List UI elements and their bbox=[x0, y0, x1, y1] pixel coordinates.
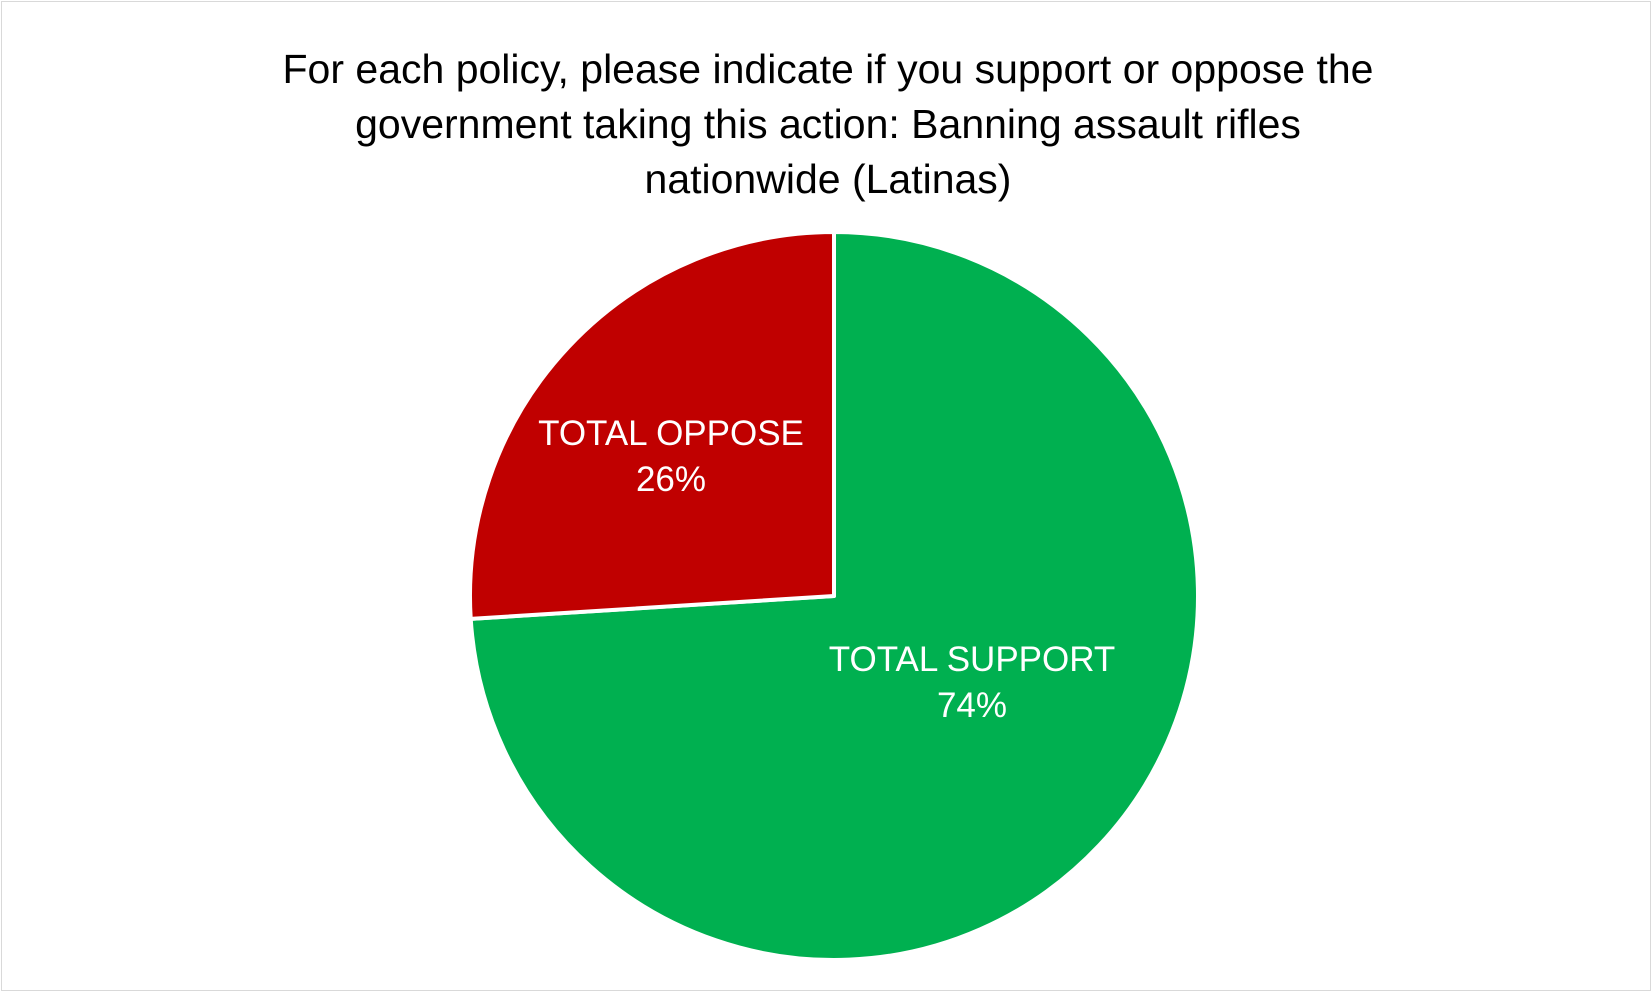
chart-title-line-3: nationwide (Latinas) bbox=[644, 156, 1012, 202]
slice-value-label-total-oppose: 26% bbox=[636, 460, 706, 499]
pie-slice-total-oppose bbox=[468, 230, 836, 621]
slice-label-total-oppose: TOTAL OPPOSE bbox=[538, 414, 804, 453]
slice-label-total-support: TOTAL SUPPORT bbox=[829, 640, 1116, 679]
chart-title-line-1: For each policy, please indicate if you … bbox=[282, 46, 1374, 92]
chart-title: For each policy, please indicate if you … bbox=[152, 42, 1504, 207]
chart-title-line-2: government taking this action: Banning a… bbox=[355, 101, 1301, 147]
slice-value-label-total-support: 74% bbox=[937, 686, 1007, 725]
